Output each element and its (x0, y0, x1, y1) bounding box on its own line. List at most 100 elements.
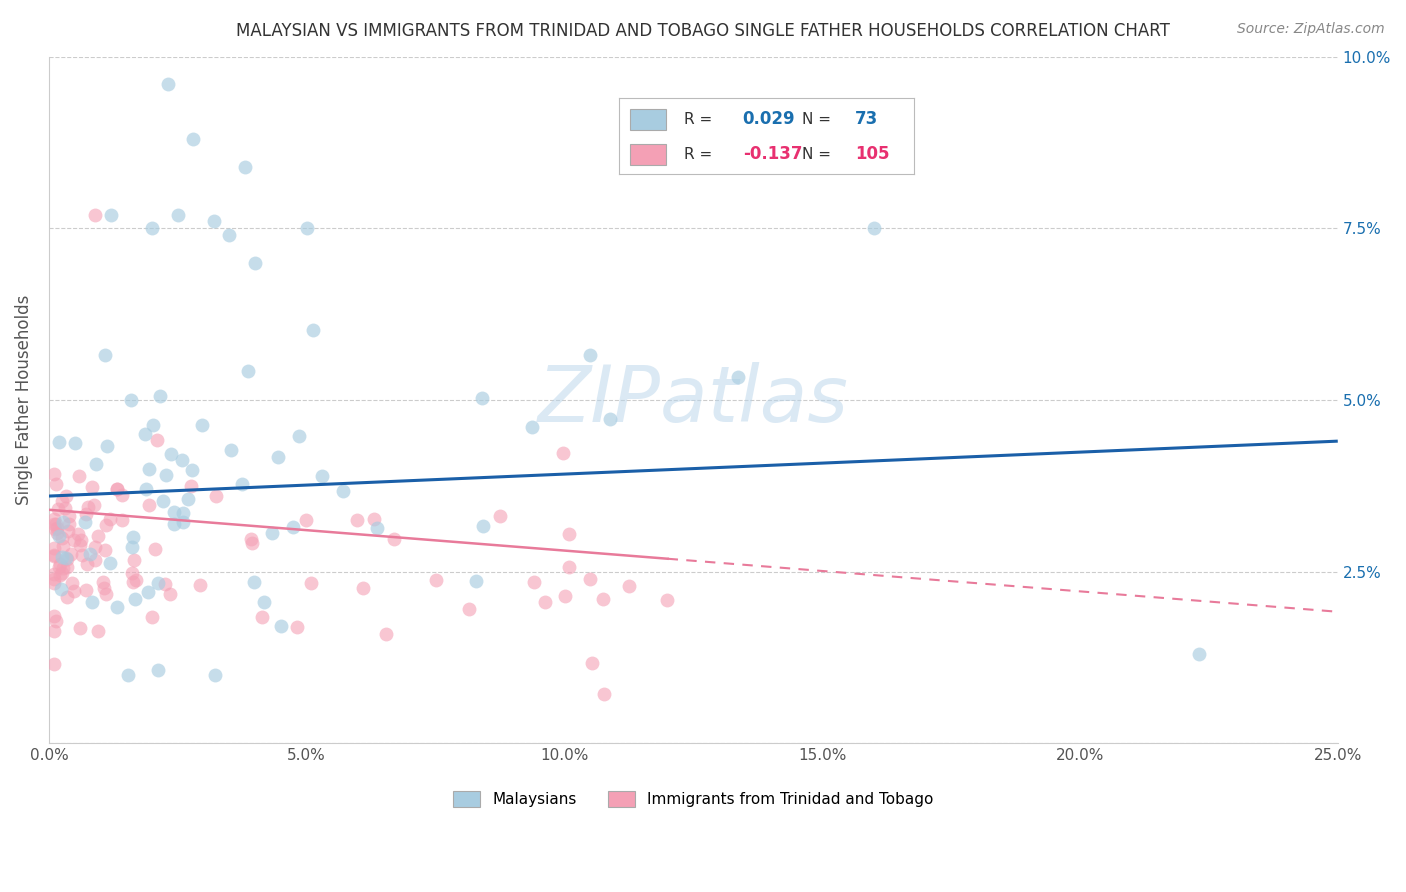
Point (135, 482, 157, 496)
Point (285, 619, 308, 633)
Point (52, 515, 75, 529)
Point (593, 687, 616, 701)
Point (121, 575, 143, 590)
Legend: Malaysians, Immigrants from Trinidad and Tobago: Malaysians, Immigrants from Trinidad and… (446, 783, 942, 814)
Point (121, 541, 143, 555)
Point (155, 577, 177, 591)
Point (155, 467, 177, 482)
Point (56, 559, 79, 574)
Point (219, 443, 242, 458)
Point (105, 482, 128, 496)
Point (332, 483, 354, 498)
Point (44, 522, 66, 536)
Point (42, 541, 65, 556)
Point (204, 667, 226, 681)
Point (617, 579, 640, 593)
Point (352, 581, 374, 595)
Point (489, 509, 512, 524)
Point (149, 389, 172, 403)
Point (58, 508, 80, 523)
Point (48, 559, 70, 574)
Point (69, 621, 91, 635)
Point (145, 433, 167, 447)
Point (75, 583, 97, 598)
Point (238, 364, 260, 378)
Point (91, 575, 114, 590)
Point (98, 556, 121, 570)
Point (534, 594, 557, 608)
Text: 73: 73 (855, 111, 879, 128)
Point (84, 553, 107, 567)
Point (49, 558, 72, 572)
Point (181, 132, 204, 146)
Point (63, 436, 86, 450)
Point (51, 493, 73, 508)
Point (471, 391, 494, 405)
Text: 105: 105 (855, 145, 890, 163)
Point (84, 208, 107, 222)
Point (250, 610, 273, 624)
Point (63, 533, 86, 547)
Point (122, 553, 145, 567)
Point (44, 467, 66, 481)
Text: N =: N = (801, 112, 835, 127)
Point (240, 536, 263, 550)
Point (98, 511, 121, 525)
FancyBboxPatch shape (630, 144, 666, 165)
Point (52, 561, 75, 575)
Point (42, 624, 65, 638)
Point (79, 547, 101, 561)
Point (181, 463, 204, 477)
Point (159, 587, 181, 601)
Point (172, 506, 194, 520)
Point (84, 540, 107, 554)
Point (727, 370, 749, 384)
Point (125, 574, 148, 588)
Point (146, 663, 169, 677)
Point (121, 566, 143, 581)
Point (60, 547, 83, 561)
Point (51, 549, 73, 564)
Point (105, 482, 128, 496)
Point (299, 575, 322, 590)
Point (124, 591, 146, 606)
Point (105, 599, 128, 614)
Point (84, 457, 107, 471)
Point (111, 513, 134, 527)
Point (243, 575, 266, 590)
Point (267, 450, 290, 465)
Point (152, 494, 174, 508)
Point (53, 501, 76, 516)
Point (141, 610, 163, 624)
Text: ZIPatlas: ZIPatlas (538, 362, 849, 438)
Point (96, 439, 118, 453)
Point (592, 591, 614, 606)
Point (45, 615, 67, 629)
Point (94, 348, 117, 362)
Point (122, 530, 145, 544)
Point (172, 515, 194, 529)
Point (425, 573, 447, 587)
Point (363, 511, 385, 525)
Point (83, 498, 105, 512)
Point (156, 77, 179, 91)
Point (55, 489, 77, 503)
Point (46, 525, 69, 540)
Point (288, 429, 311, 443)
Point (471, 519, 494, 533)
Point (42, 609, 65, 624)
Point (60, 576, 83, 591)
Point (93, 581, 115, 595)
Point (69, 533, 91, 548)
Point (48, 529, 70, 543)
Point (142, 418, 165, 433)
Point (166, 208, 188, 222)
Point (94, 543, 117, 558)
Point (554, 589, 576, 603)
Point (73, 515, 96, 529)
Point (557, 527, 579, 541)
Point (100, 208, 122, 222)
Point (87, 529, 110, 543)
Text: Source: ZipAtlas.com: Source: ZipAtlas.com (1237, 22, 1385, 37)
Point (581, 656, 603, 670)
